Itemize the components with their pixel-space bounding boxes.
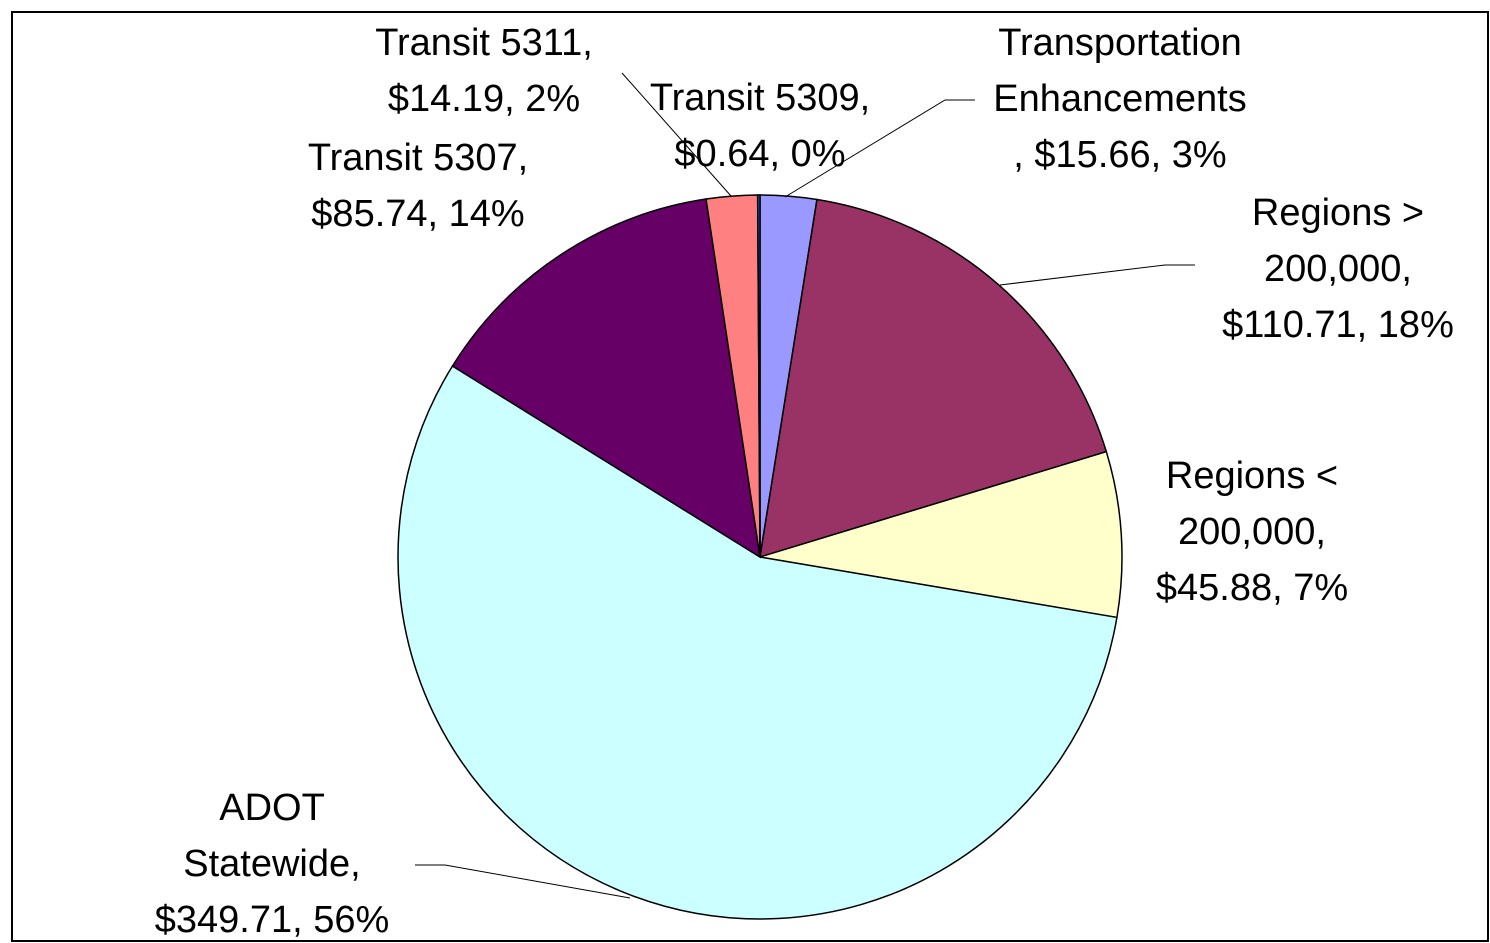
slice-label: Transportation Enhancements, $15.66, 3% bbox=[993, 22, 1247, 176]
leader-line bbox=[415, 864, 631, 899]
pie-slice bbox=[397, 364, 1118, 920]
slice-label: Transit 5311, $14.19, 2% bbox=[375, 22, 593, 120]
leader-line bbox=[621, 72, 732, 197]
pie-slice bbox=[451, 198, 761, 559]
slice-label: Regions >200,000, $110.71, 18% bbox=[1222, 192, 1454, 346]
slice-label: Regions <200,000, $45.88, 7% bbox=[1156, 455, 1348, 609]
pie bbox=[397, 194, 1123, 920]
leader-line bbox=[784, 99, 975, 198]
pie-slice bbox=[759, 198, 1108, 559]
pie-slice bbox=[756, 194, 761, 558]
pie-slice bbox=[759, 450, 1123, 619]
labels: Transportation Enhancements, $15.66, 3% Re… bbox=[155, 22, 1454, 941]
slice-label: Transit 5307, $85.74, 14% bbox=[308, 137, 528, 235]
leader-line bbox=[999, 264, 1195, 286]
slice-label: ADOT Statewide, $349.71, 56% bbox=[155, 787, 390, 941]
slice-label: Transit 5309, $0.64, 0% bbox=[650, 77, 870, 175]
